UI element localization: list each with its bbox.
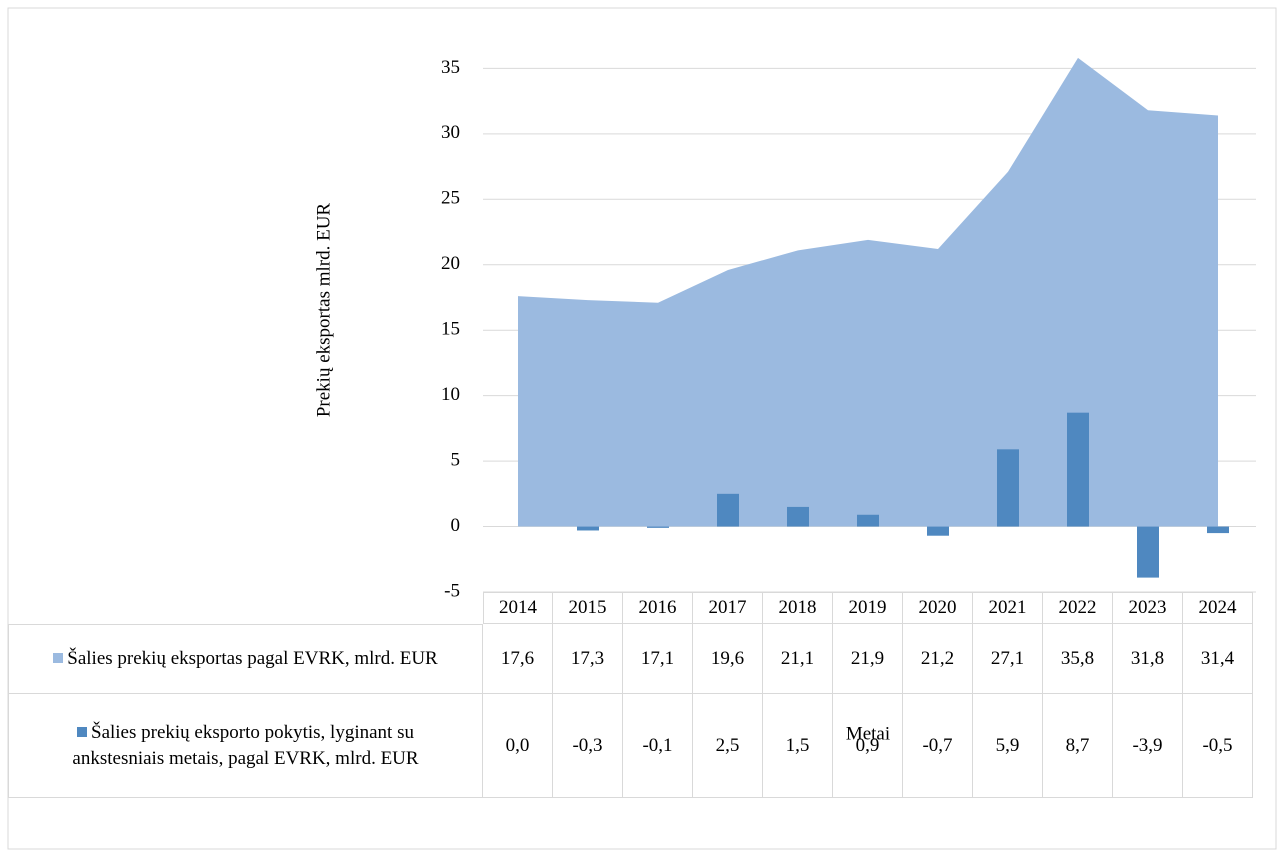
table-header-cell: 2020	[903, 592, 973, 624]
bar	[577, 526, 599, 531]
chart-border	[7, 7, 1277, 850]
table-header-cell: 2016	[623, 592, 693, 624]
table-value-cell: 17,6	[483, 624, 553, 694]
table-header-cell: 2021	[973, 592, 1043, 624]
y-tick-label: 20	[441, 253, 460, 274]
table-value-cell: 21,2	[903, 624, 973, 694]
table-value-cell: 19,6	[693, 624, 763, 694]
area	[518, 57, 1218, 527]
bar	[927, 526, 949, 536]
table-header-cell: 2024	[1183, 592, 1253, 624]
table-value-cell: 21,1	[763, 624, 833, 694]
table-header-cell: 2019	[833, 592, 903, 624]
y-tick-label: 5	[451, 449, 461, 470]
legend-label: Šalies prekių eksportas pagal EVRK, mlrd…	[67, 648, 438, 669]
table-value-cell: -3,9	[1113, 694, 1183, 798]
table-header-cell: 2015	[553, 592, 623, 624]
legend-key	[77, 726, 87, 737]
bar	[1067, 412, 1089, 527]
y-tick-label: 0	[451, 515, 461, 536]
table-value-cell: -0,5	[1183, 694, 1253, 798]
legend-entry: Šalies prekių eksporto pokytis, lyginant…	[71, 720, 421, 772]
y-tick-label: 30	[441, 122, 460, 143]
table-value-cell: 27,1	[973, 624, 1043, 694]
legend-cell: Šalies prekių eksportas pagal EVRK, mlrd…	[8, 624, 483, 694]
table-header-cell: 2017	[693, 592, 763, 624]
table-header-cell: 2023	[1113, 592, 1183, 624]
table-value-cell: 5,9	[973, 694, 1043, 798]
legend-key	[53, 653, 64, 663]
table-value-cell: 0,0	[483, 694, 553, 798]
y-tick-label: 25	[441, 188, 460, 209]
table-value-cell: 17,1	[623, 624, 693, 694]
bar	[787, 506, 809, 527]
y-tick-label: -5	[444, 580, 460, 601]
table-value-cell: -0,7	[903, 694, 973, 798]
table-header-cell: 2022	[1043, 592, 1113, 624]
bar	[857, 514, 879, 527]
bar	[1207, 526, 1229, 534]
y-tick-label: 15	[441, 319, 460, 340]
legend-cell: Šalies prekių eksporto pokytis, lyginant…	[8, 694, 483, 798]
bar	[647, 526, 669, 528]
table-value-cell: -0,1	[623, 694, 693, 798]
legend-label: Šalies prekių eksporto pokytis, lyginant…	[72, 721, 419, 769]
legend-entry: Šalies prekių eksportas pagal EVRK, mlrd…	[53, 646, 438, 672]
table-value-cell: 21,9	[833, 624, 903, 694]
table-value-cell: -0,3	[553, 694, 623, 798]
y-tick-label: 10	[441, 384, 460, 405]
bar	[717, 493, 739, 527]
table-value-cell: 2,5	[693, 694, 763, 798]
table-value-cell: 31,8	[1113, 624, 1183, 694]
bar	[997, 449, 1019, 527]
table-value-cell: 1,5	[763, 694, 833, 798]
table-value-cell: 31,4	[1183, 624, 1253, 694]
table-value-cell: 8,7	[1043, 694, 1113, 798]
table-header-cell: 2018	[763, 592, 833, 624]
table-value-cell: 0,9	[833, 694, 903, 798]
y-axis-title: Prekių eksportas mlrd. EUR	[313, 203, 334, 418]
x-axis-title: Metai	[846, 723, 890, 744]
table-value-cell: 35,8	[1043, 624, 1113, 694]
bar	[1137, 526, 1159, 578]
table-value-cell: 17,3	[553, 624, 623, 694]
table-header-cell: 2014	[483, 592, 553, 624]
y-tick-label: 35	[441, 57, 460, 78]
